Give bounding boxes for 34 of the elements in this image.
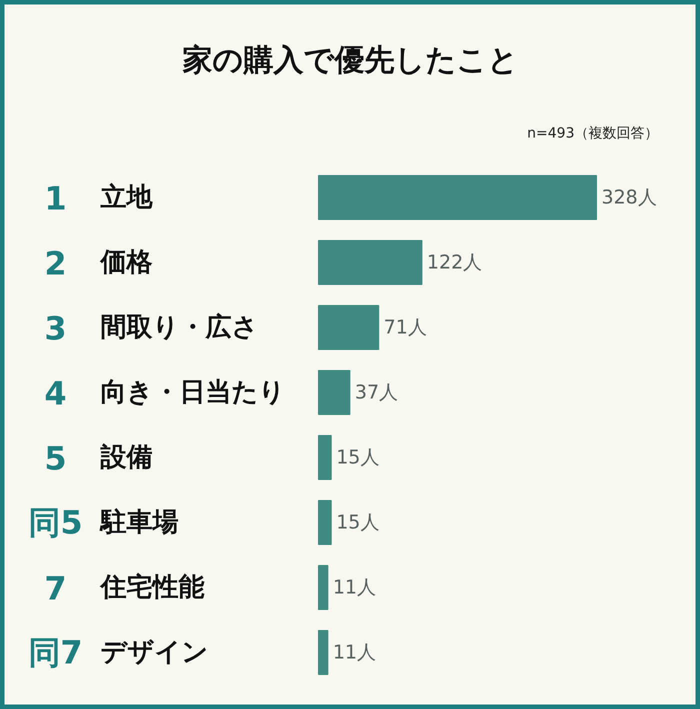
y-tick-label: デザイン [100,638,208,668]
text: 同7 [28,634,83,672]
bar [318,435,332,480]
y-tick-label: 価格 [100,248,152,278]
bar [318,630,328,675]
data-label: 328人 [602,186,657,208]
text: 4 [44,374,67,412]
y-tick-label: 向き・日当たり [100,378,286,408]
y-tick-label: 立地 [100,182,154,212]
bar [318,565,328,610]
data-label: 71人 [384,316,427,338]
text: 同5 [28,504,83,542]
chart-title: 家の購入で優先したこと [182,43,518,78]
data-label: 11人 [332,576,376,598]
text: 5 [44,440,67,478]
chart-subtitle: n=493（複数回答） [527,126,659,142]
text: 3 [44,310,67,348]
y-tick-label: 設備 [100,442,152,472]
text: 1 [44,180,67,218]
y-tick-label: 住宅性能 [100,572,204,602]
bar [318,240,422,285]
bar [318,175,597,220]
y-tick-label: 駐車場 [100,508,178,538]
text: 7 [44,570,67,608]
bar [318,500,332,545]
data-label: 11人 [332,642,376,664]
data-label: 15人 [336,512,380,534]
bar [318,305,380,350]
text: 2 [44,244,67,282]
data-label: 122人 [426,252,482,274]
data-label: 15人 [336,446,380,468]
y-tick-label: 間取り・広さ [100,312,258,342]
bar [318,370,350,415]
data-label: 37人 [354,382,398,404]
